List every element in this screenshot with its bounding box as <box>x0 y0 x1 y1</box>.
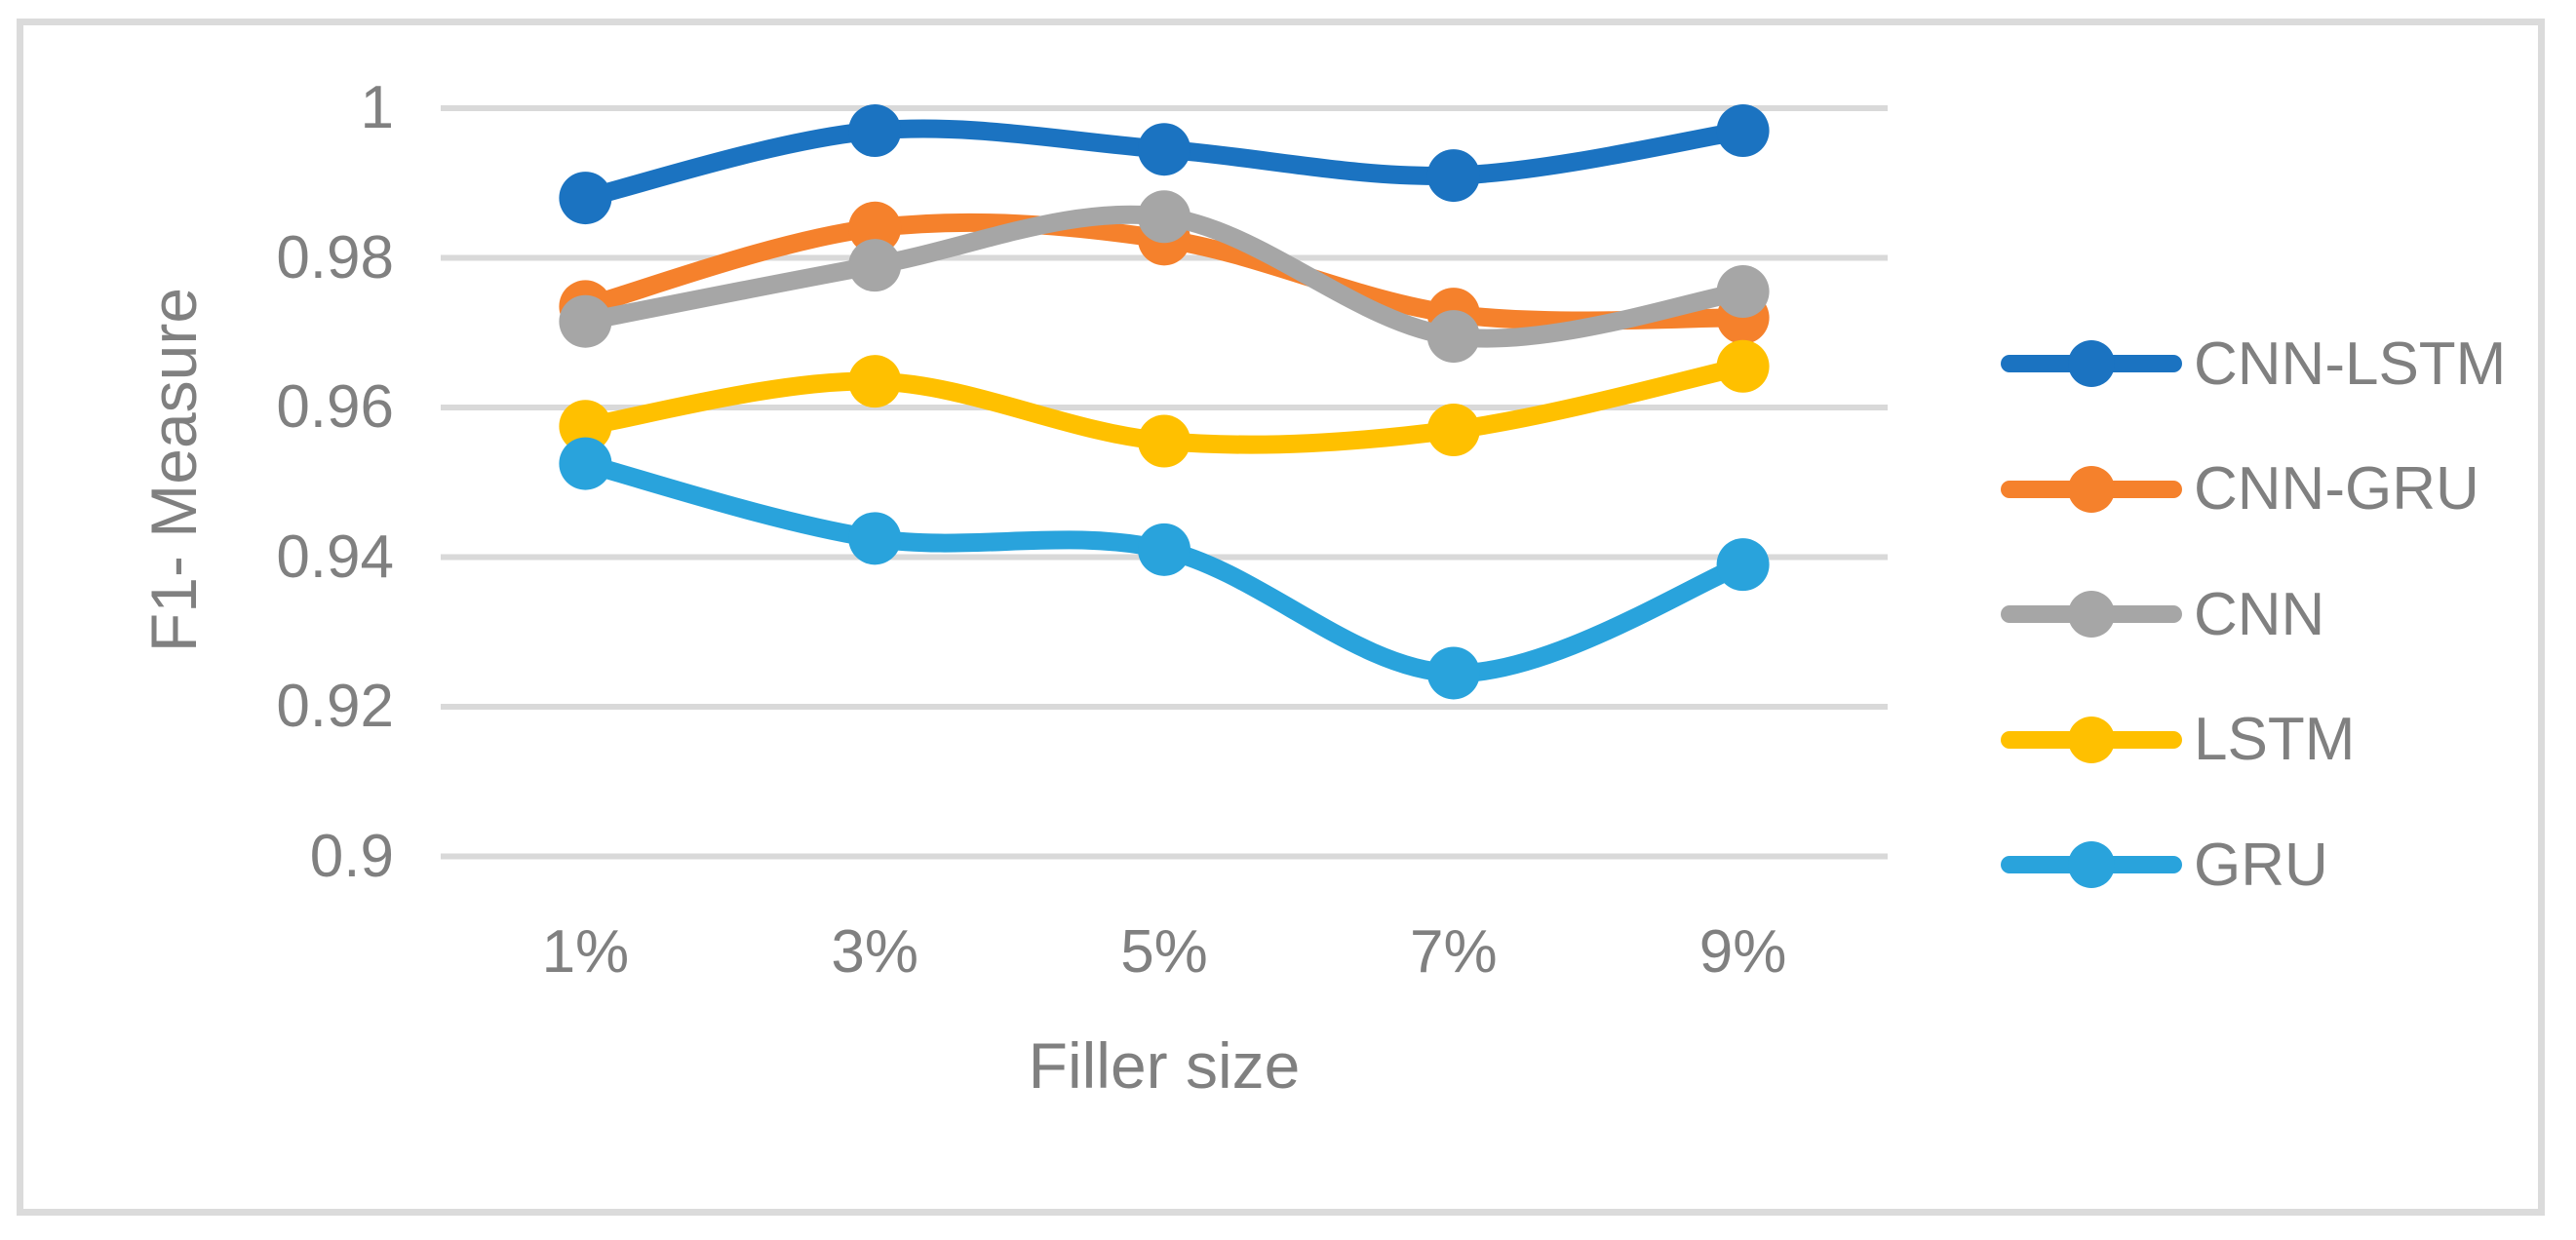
legend-line-marker-icon <box>2001 340 2182 387</box>
data-point-lstm <box>559 400 612 453</box>
data-point-lstm <box>848 355 902 408</box>
y-tick-label: 1 <box>360 74 394 141</box>
y-tick-label: 0.98 <box>276 223 394 291</box>
data-point-cnn-lstm <box>848 104 902 158</box>
data-point-cnn <box>559 294 612 348</box>
data-point-cnn <box>1716 265 1770 319</box>
legend-line-marker-icon <box>2001 591 2182 638</box>
legend-line-marker-icon <box>2001 841 2182 888</box>
data-point-lstm <box>1426 404 1480 457</box>
data-point-gru <box>1138 523 1190 576</box>
data-point-cnn-gru <box>848 201 902 254</box>
y-tick-label: 0.92 <box>276 673 394 740</box>
legend-item-cnn-lstm: CNN-LSTM <box>2001 325 2506 403</box>
x-tick-label: 9% <box>1698 918 1787 986</box>
data-point-cnn <box>1138 190 1190 244</box>
legend-label: CNN-GRU <box>2194 455 2479 523</box>
legend-dot-icon <box>2068 716 2115 763</box>
y-tick-label: 0.96 <box>276 373 394 441</box>
y-axis-title-text: F1- Measure <box>137 287 210 653</box>
data-point-gru <box>559 437 612 490</box>
legend-item-cnn-gru: CNN-GRU <box>2001 450 2479 528</box>
data-point-cnn <box>848 239 902 292</box>
y-tick-label: 0.94 <box>276 523 394 591</box>
x-tick-label: 1% <box>541 918 630 986</box>
data-point-cnn-lstm <box>559 172 612 225</box>
x-tick-label: 7% <box>1409 918 1498 986</box>
data-point-cnn-lstm <box>1138 123 1190 176</box>
x-tick-label: 5% <box>1120 918 1208 986</box>
data-point-gru <box>848 512 902 565</box>
legend-dot-icon <box>2068 340 2115 387</box>
legend-item-gru: GRU <box>2001 826 2328 904</box>
data-point-cnn <box>1426 310 1480 364</box>
legend-dot-icon <box>2068 591 2115 638</box>
legend-dot-icon <box>2068 465 2115 513</box>
x-axis-title: Filler size <box>1028 1029 1301 1102</box>
data-point-lstm <box>1138 414 1190 468</box>
legend-label: CNN-LSTM <box>2194 329 2507 398</box>
data-point-cnn-lstm <box>1426 149 1480 203</box>
legend-label: GRU <box>2194 831 2328 899</box>
data-point-gru <box>1426 646 1480 700</box>
legend-item-lstm: LSTM <box>2001 701 2355 779</box>
legend-label: LSTM <box>2194 706 2356 773</box>
legend-label: CNN <box>2194 580 2325 648</box>
legend-line-marker-icon <box>2001 465 2182 513</box>
data-point-lstm <box>1716 339 1770 393</box>
y-tick-label: 0.9 <box>309 822 394 890</box>
legend-line-marker-icon <box>2001 716 2182 763</box>
x-tick-label: 3% <box>831 918 918 986</box>
data-point-gru <box>1716 538 1770 592</box>
data-point-cnn-lstm <box>1716 104 1770 158</box>
legend-dot-icon <box>2068 841 2115 888</box>
legend-item-cnn: CNN <box>2001 575 2324 653</box>
